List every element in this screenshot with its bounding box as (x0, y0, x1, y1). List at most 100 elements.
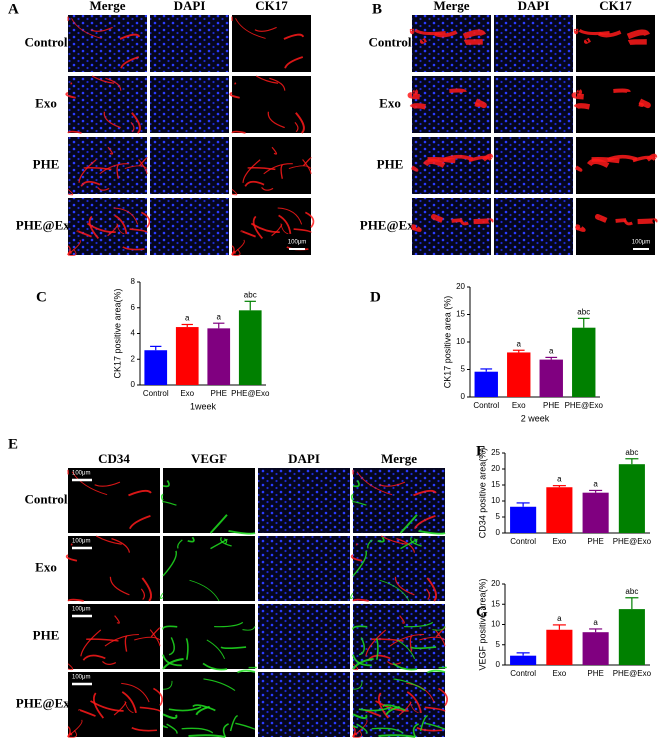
significance-label: abc (244, 290, 257, 299)
stain (583, 37, 591, 44)
stain (367, 539, 373, 549)
stain (352, 501, 367, 506)
stain (99, 163, 129, 175)
stain (594, 214, 608, 223)
scale-bar-label: 100μm (72, 675, 90, 681)
stain (187, 536, 195, 543)
bar (510, 506, 537, 533)
stain (247, 166, 276, 171)
x-tick-label: Control (143, 389, 169, 398)
panel-letter: A (8, 1, 19, 17)
stain (263, 163, 293, 175)
bar (510, 655, 537, 665)
micrograph (232, 137, 311, 194)
stain (139, 706, 161, 712)
stain (109, 576, 130, 596)
y-tick-label: 5 (496, 512, 501, 521)
column-label: Merge (381, 451, 417, 466)
stain (181, 727, 214, 734)
stain (231, 189, 238, 196)
y-axis-label: CK17 positive area(%) (112, 288, 122, 378)
stain (214, 621, 244, 628)
stain (434, 629, 446, 647)
stain (138, 159, 148, 175)
significance-label: a (593, 480, 598, 489)
stain (80, 180, 101, 187)
stain (379, 579, 410, 602)
stain (91, 75, 115, 84)
stain (392, 662, 418, 671)
y-tick-label: 2 (131, 354, 136, 363)
stain (122, 246, 145, 251)
micrograph (232, 198, 311, 255)
significance-label: a (593, 618, 598, 627)
stain (400, 538, 418, 550)
stain (160, 493, 164, 501)
micrograph (353, 604, 445, 669)
stain (71, 471, 108, 496)
stain (162, 725, 169, 729)
stain (350, 493, 354, 501)
stain (571, 91, 584, 100)
y-axis-label: CK17 positive area (%) (442, 296, 452, 389)
y-tick-label: 20 (456, 282, 465, 291)
panel-letter: B (372, 1, 382, 17)
stain (150, 627, 161, 638)
scale-bar-label: 100μm (288, 240, 306, 246)
stain (131, 112, 141, 134)
micrograph (258, 604, 350, 669)
stain (188, 734, 226, 738)
y-tick-label: 15 (491, 599, 500, 608)
stain (78, 159, 97, 183)
bar (507, 352, 531, 397)
stain (120, 56, 140, 69)
column-label: CK17 (255, 0, 288, 13)
micrograph (494, 198, 573, 255)
stain (168, 637, 175, 656)
stain (394, 576, 415, 596)
bar (175, 327, 199, 385)
stain (149, 629, 161, 647)
stain (409, 635, 413, 652)
stain (255, 75, 279, 84)
stain (396, 538, 416, 553)
stain (97, 186, 110, 191)
stain (229, 715, 238, 732)
stain (462, 29, 486, 40)
significance-label: a (549, 347, 554, 356)
micrograph (68, 672, 160, 737)
stain (573, 103, 591, 110)
stain (352, 719, 368, 737)
stain (229, 91, 240, 99)
stain (449, 88, 467, 94)
stain (575, 165, 583, 172)
stain (271, 224, 283, 237)
micrograph (412, 198, 491, 255)
row-label: PHE@Exo (16, 217, 77, 232)
row-label: PHE (377, 156, 404, 171)
panel-letter: D (370, 289, 381, 305)
stain (295, 112, 305, 134)
x-tick-label: Control (473, 401, 499, 410)
stain (474, 98, 487, 109)
stain (65, 554, 78, 562)
y-axis-label: CD34 positive area(%) (477, 448, 487, 539)
stain (128, 489, 152, 497)
stain (129, 515, 151, 530)
stain (375, 638, 379, 660)
stain (105, 77, 122, 91)
row-label: Exo (35, 95, 57, 110)
stain (67, 189, 74, 196)
micrograph (68, 198, 147, 255)
stain (153, 687, 163, 706)
micrograph (150, 76, 229, 133)
stain (140, 211, 151, 228)
stain (398, 701, 412, 716)
micrograph (576, 198, 655, 255)
micrograph (412, 137, 491, 194)
bar (618, 609, 645, 665)
y-tick-label: 4 (131, 329, 136, 338)
x-tick-label: PHE (211, 389, 227, 398)
column-label: DAPI (288, 451, 320, 466)
stain (67, 719, 83, 737)
